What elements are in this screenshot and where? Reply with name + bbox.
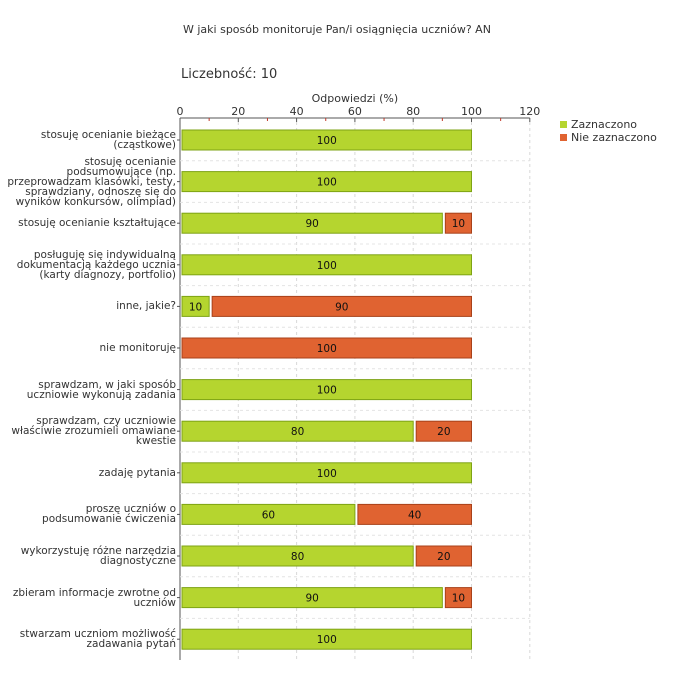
bar-value-label: 10 xyxy=(452,218,465,230)
bar-nie-zaznaczono xyxy=(444,587,473,609)
bar-value-label: 40 xyxy=(408,509,421,521)
legend-label: Nie zaznaczono xyxy=(571,131,657,144)
x-tick-label: 60 xyxy=(348,105,362,118)
legend: Zaznaczono Nie zaznaczono xyxy=(560,118,657,144)
category-label: stosuję ocenianie bieżące (cząstkowe) xyxy=(40,129,176,151)
bar-value-label: 90 xyxy=(305,593,318,605)
bar-value-label: 100 xyxy=(317,634,337,646)
legend-swatch xyxy=(560,121,567,128)
bar-zaznaczono xyxy=(181,545,414,567)
bar-zaznaczono xyxy=(181,129,472,151)
bar-value-label: 60 xyxy=(262,509,275,521)
count-value: 10 xyxy=(260,67,278,82)
category-label: proszę uczniów o podsumowanie ćwiczenia xyxy=(42,503,176,525)
bar-value-label: 90 xyxy=(305,218,318,230)
bar-value-label: 100 xyxy=(317,135,337,147)
bar-value-label: 100 xyxy=(317,385,337,397)
bar-nie-zaznaczono xyxy=(444,212,473,234)
x-tick-label: 0 xyxy=(177,105,184,118)
x-axis-label: Odpowiedzi (%) xyxy=(312,92,399,105)
legend-item: Nie zaznaczono xyxy=(560,131,657,144)
x-tick-label: 80 xyxy=(406,105,420,118)
bar-nie-zaznaczono xyxy=(415,420,473,442)
bar-value-label: 100 xyxy=(317,468,337,480)
bar-zaznaczono xyxy=(181,628,472,650)
bar-value-label: 20 xyxy=(437,426,450,438)
bar-nie-zaznaczono xyxy=(211,295,472,317)
bar-zaznaczono xyxy=(181,462,472,484)
bar-zaznaczono xyxy=(181,295,210,317)
x-tick-label: 20 xyxy=(231,105,245,118)
category-label: zadaję pytania xyxy=(98,467,176,479)
bar-nie-zaznaczono xyxy=(357,503,472,525)
bar-value-label: 100 xyxy=(317,177,337,189)
bar-nie-zaznaczono xyxy=(181,337,472,359)
bar-zaznaczono xyxy=(181,254,472,276)
bar-nie-zaznaczono xyxy=(415,545,473,567)
category-label: nie monitoruję xyxy=(99,342,176,354)
bar-value-label: 100 xyxy=(317,343,337,355)
category-label: sprawdzam, w jaki sposób uczniowie wykon… xyxy=(26,379,176,401)
legend-item: Zaznaczono xyxy=(560,118,657,131)
bar-value-label: 20 xyxy=(437,551,450,563)
category-label: sprawdzam, czy uczniowie właściwie zrozu… xyxy=(11,415,176,447)
bar-value-label: 90 xyxy=(335,301,348,313)
chart-title: W jaki sposób monitoruje Pan/i osiągnięc… xyxy=(183,23,491,36)
bar-zaznaczono xyxy=(181,379,472,401)
bar-zaznaczono xyxy=(181,171,472,193)
category-label: stosuję ocenianie podsumowujące (np. prz… xyxy=(7,156,176,208)
count-label-text: Liczebność: xyxy=(181,67,257,82)
category-label: stosuję ocenianie kształtujące xyxy=(18,217,176,229)
category-label: stwarzam uczniom możliwość zadawania pyt… xyxy=(19,628,176,650)
x-tick-label: 100 xyxy=(461,105,482,118)
bar-value-label: 100 xyxy=(317,260,337,272)
category-label: posługuję się indywidualną dokumentacją … xyxy=(16,249,176,281)
bar-value-label: 80 xyxy=(291,426,304,438)
legend-swatch xyxy=(560,134,567,141)
bar-zaznaczono xyxy=(181,587,443,609)
count-label: Liczebność: 10 xyxy=(181,67,277,82)
legend-label: Zaznaczono xyxy=(571,118,638,131)
bar-value-label: 80 xyxy=(291,551,304,563)
bar-zaznaczono xyxy=(181,420,414,442)
bar-zaznaczono xyxy=(181,212,443,234)
bar-value-label: 10 xyxy=(452,593,465,605)
bar-zaznaczono xyxy=(181,503,356,525)
x-tick-label: 40 xyxy=(290,105,304,118)
x-tick-label: 120 xyxy=(519,105,540,118)
category-label: wykorzystuję różne narzędzia diagnostycz… xyxy=(20,545,176,567)
category-label: inne, jakie? xyxy=(116,300,176,312)
category-label: zbieram informacje zwrotne od uczniów xyxy=(12,587,176,609)
bar-value-label: 10 xyxy=(189,301,202,313)
